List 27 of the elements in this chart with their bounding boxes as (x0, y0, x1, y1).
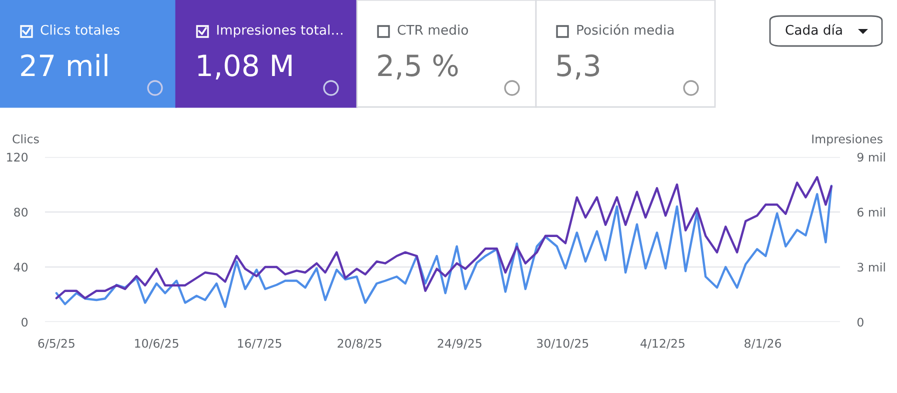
y2-tick-label: 6 mil (857, 208, 885, 217)
y-tick-label: 120 (7, 152, 28, 162)
text: Cada día (786, 24, 842, 35)
text: Impresiones total… (217, 24, 342, 38)
y-tick-label: 80 (14, 208, 28, 217)
text: CTR medio (398, 24, 468, 35)
text: 2,5 % (378, 54, 458, 80)
x-tick-label: 30/10/25 (536, 338, 588, 349)
text: 1,08 M (198, 54, 292, 80)
y2-axis-title: Impresiones (812, 134, 882, 146)
y-tick-label: 40 (14, 262, 28, 272)
x-tick-label: 10/6/25 (135, 338, 178, 349)
y2-tick-label: 9 mil (857, 152, 885, 162)
text: Clics totales (40, 24, 120, 35)
text: 5,3 (557, 54, 600, 80)
y2-tick-label: 3 mil (858, 262, 885, 272)
x-tick-label: 8/1/26 (744, 338, 782, 349)
x-tick-label: 24/9/25 (438, 338, 482, 349)
text: Posición media (577, 24, 674, 35)
x-tick-label: 4/12/25 (640, 338, 684, 349)
x-tick-label: 20/8/25 (338, 338, 382, 349)
y-tick-label: 0 (22, 318, 28, 327)
x-tick-label: 16/7/25 (238, 338, 282, 349)
y-axis-title: Clics (12, 134, 39, 144)
y2-tick-label: 0 (857, 318, 864, 327)
text: 27 mil (21, 54, 108, 76)
x-tick-label: 6/5/25 (38, 338, 74, 349)
